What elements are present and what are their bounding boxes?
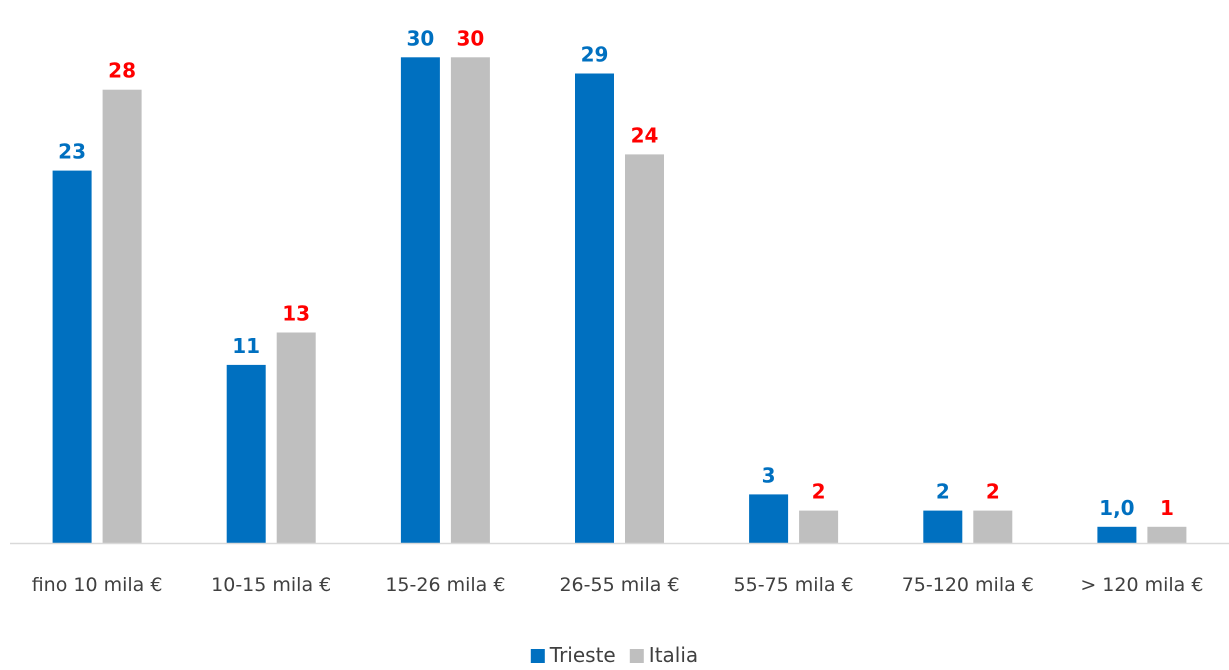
category-label-0: fino 10 mila € bbox=[32, 574, 163, 596]
bar-italia-3 bbox=[625, 154, 664, 543]
bars-group bbox=[52, 57, 1187, 544]
bar-trieste-6 bbox=[1097, 526, 1137, 543]
bar-trieste-4 bbox=[749, 494, 789, 543]
value-label-italia-5: 2 bbox=[986, 480, 1000, 504]
category-label-6: > 120 mila € bbox=[1080, 574, 1203, 596]
legend-swatch-trieste bbox=[530, 649, 545, 663]
bar-trieste-3 bbox=[575, 73, 614, 543]
bar-italia-5 bbox=[973, 510, 1013, 543]
value-label-trieste-4: 3 bbox=[762, 463, 776, 487]
bar-italia-0 bbox=[102, 89, 142, 543]
value-label-trieste-5: 2 bbox=[936, 480, 950, 504]
category-label-5: 75-120 mila € bbox=[902, 574, 1034, 596]
value-label-italia-0: 28 bbox=[108, 59, 136, 83]
bar-italia-2 bbox=[450, 57, 490, 544]
bar-italia-4 bbox=[799, 510, 839, 543]
legend-label-italia: Italia bbox=[649, 643, 698, 667]
bar-trieste-5 bbox=[923, 510, 963, 543]
category-labels-group: fino 10 mila € 10-15 mila € 15-26 mila € 26… bbox=[32, 574, 1204, 596]
value-label-trieste-6: 1,0 bbox=[1099, 496, 1134, 520]
category-label-2: 15-26 mila € bbox=[385, 574, 505, 596]
bar-trieste-2 bbox=[400, 57, 440, 544]
legend: Trieste Italia bbox=[530, 643, 698, 667]
category-label-3: 26-55 mila € bbox=[559, 574, 679, 596]
value-label-trieste-2: 30 bbox=[406, 26, 434, 50]
bar-trieste-0 bbox=[52, 170, 92, 543]
legend-label-trieste: Trieste bbox=[549, 643, 616, 667]
value-label-italia-2: 30 bbox=[456, 26, 484, 50]
legend-swatch-italia bbox=[629, 649, 644, 663]
bar-italia-6 bbox=[1147, 526, 1187, 543]
value-label-italia-6: 1 bbox=[1160, 496, 1174, 520]
value-label-italia-3: 24 bbox=[631, 123, 659, 147]
value-label-italia-1: 13 bbox=[282, 302, 310, 326]
category-label-4: 55-75 mila € bbox=[734, 574, 854, 596]
bar-trieste-1 bbox=[226, 364, 266, 543]
value-label-italia-4: 2 bbox=[812, 480, 826, 504]
bar-italia-1 bbox=[276, 332, 316, 543]
value-label-trieste-3: 29 bbox=[581, 43, 609, 67]
category-label-1: 10-15 mila € bbox=[211, 574, 331, 596]
value-label-trieste-0: 23 bbox=[58, 140, 86, 164]
value-label-trieste-1: 11 bbox=[232, 334, 260, 358]
value-labels-group: 23 28 11 13 30 30 29 24 3 2 2 2 1,0 1 bbox=[58, 26, 1174, 520]
